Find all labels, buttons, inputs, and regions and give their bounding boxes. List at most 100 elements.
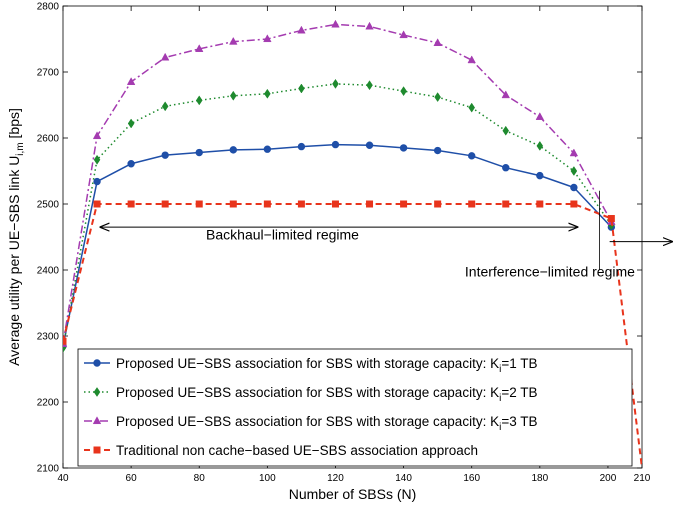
- series-1-point: [263, 145, 272, 153]
- legend-marker: [93, 359, 101, 367]
- series-3-point: [467, 55, 476, 64]
- series-4-point: [468, 200, 476, 208]
- series-4-point: [195, 200, 203, 208]
- series-4-point: [161, 200, 169, 208]
- series-4-point: [263, 200, 271, 208]
- series-2-point: [127, 118, 135, 129]
- series-3-point: [501, 90, 510, 99]
- x-tick-label: 210: [634, 473, 651, 484]
- x-tick-label: 160: [463, 473, 480, 484]
- series-4-point: [229, 200, 237, 208]
- series-layer: [63, 19, 642, 468]
- series-1-point: [399, 144, 408, 152]
- series-4-point: [297, 200, 305, 208]
- series-2-point: [366, 80, 373, 91]
- series-1-point: [570, 183, 578, 192]
- series-4-point: [502, 200, 510, 208]
- legend-label: Traditional non cache−based UE−SBS assoc…: [116, 443, 478, 458]
- series-3-point: [195, 44, 204, 52]
- series-2-point: [229, 90, 237, 101]
- x-tick-label: 80: [194, 473, 206, 484]
- series-1-point: [331, 140, 340, 149]
- series-1-point: [93, 177, 101, 186]
- series-3-point: [569, 148, 579, 157]
- y-tick-label: 2800: [37, 2, 60, 13]
- series-3-point: [365, 21, 374, 30]
- series-4-point: [63, 337, 67, 345]
- legend-marker: [93, 387, 101, 397]
- interference-label: Interference−limited regime: [465, 264, 635, 280]
- series-3-point: [433, 38, 442, 47]
- series-1-point: [433, 146, 442, 155]
- series-4: [63, 200, 642, 468]
- legend-label: Proposed UE−SBS association for SBS with…: [116, 414, 537, 433]
- legend: Proposed UE−SBS association for SBS with…: [77, 348, 633, 467]
- y-tick-label: 2400: [37, 266, 60, 277]
- series-4-point: [127, 200, 135, 208]
- legend-marker: [92, 416, 102, 425]
- annotation-layer: Backhaul−limited regime Interference−limi…: [100, 190, 672, 280]
- series-3-point: [160, 52, 170, 61]
- series-4-line: [63, 203, 642, 468]
- series-2-point: [161, 101, 169, 112]
- y-tick-label: 2700: [37, 68, 60, 79]
- x-tick-label: 180: [531, 473, 548, 484]
- legend-label: Proposed UE−SBS association for SBS with…: [116, 356, 537, 375]
- series-2-point: [502, 125, 510, 136]
- series-1-point: [195, 148, 203, 157]
- series-2-point: [468, 102, 476, 113]
- series-1-point: [365, 141, 374, 149]
- backhaul-label: Backhaul−limited regime: [206, 227, 359, 243]
- series-1-point: [502, 164, 510, 172]
- y-axis-label: Average utility per UE−SBS link Ui,m [bp…: [6, 108, 26, 366]
- y-tick-label: 2100: [37, 464, 60, 475]
- axes: 40 60 80 100 120 140 160 180 200 210 2100 2200 2300 2…: [37, 2, 651, 485]
- series-4-point: [400, 200, 408, 208]
- axes-frame: [62, 5, 643, 469]
- series-2-point: [570, 166, 578, 176]
- series-2-point: [536, 140, 544, 151]
- series-3-point: [92, 131, 102, 140]
- series-4-point: [434, 200, 442, 208]
- series-1-point: [468, 152, 476, 160]
- series-2-point: [400, 86, 407, 97]
- series-1-point: [297, 142, 306, 151]
- series-1-point: [161, 151, 169, 159]
- x-tick-label: 60: [126, 473, 138, 484]
- series-2: [63, 78, 615, 353]
- series-1-point: [536, 171, 544, 180]
- series-3-point: [126, 77, 136, 85]
- series-3-point: [399, 30, 408, 39]
- x-tick-label: 140: [395, 473, 412, 484]
- legend-label: Proposed UE−SBS association for SBS with…: [116, 385, 537, 404]
- x-tick-label: 200: [600, 473, 617, 484]
- series-3-point: [535, 112, 545, 120]
- series-3: [63, 19, 616, 347]
- x-tick-label: 100: [259, 473, 276, 484]
- series-4-point: [536, 200, 544, 208]
- legend-marker: [93, 446, 101, 454]
- x-tick-label: 120: [327, 473, 344, 484]
- series-2-point: [332, 78, 339, 89]
- legend-box: [77, 348, 633, 467]
- series-3-point: [331, 19, 340, 28]
- x-tick-label: 40: [57, 473, 69, 484]
- x-axis-label: Number of SBSs (N): [289, 486, 417, 502]
- series-2-point: [298, 83, 305, 94]
- series-2-point: [195, 95, 203, 106]
- series-2-point: [264, 88, 271, 99]
- y-tick-label: 2600: [37, 134, 60, 145]
- series-4-point: [570, 200, 578, 208]
- series-4-point: [331, 200, 339, 208]
- series-3-line: [63, 23, 613, 345]
- series-3-point: [229, 36, 238, 45]
- series-1-point: [229, 146, 237, 154]
- series-3-point: [263, 34, 272, 43]
- series-2-point: [434, 92, 441, 103]
- y-tick-label: 2500: [37, 200, 60, 211]
- series-2-point: [93, 154, 101, 165]
- y-tick-label: 2300: [37, 332, 60, 343]
- series-1-point: [127, 160, 135, 168]
- series-4-point: [93, 200, 101, 208]
